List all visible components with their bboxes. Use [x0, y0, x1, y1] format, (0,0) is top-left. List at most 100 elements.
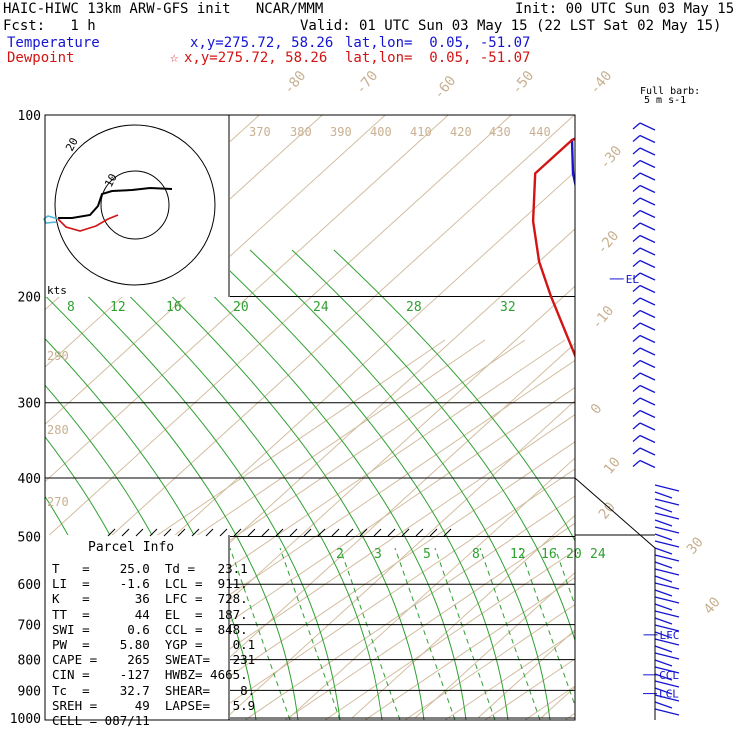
isotherm: [477, 629, 575, 719]
wind-barb: [639, 222, 656, 231]
hatch-tick: [331, 528, 340, 537]
chart-title: HAIC-HIWC 13km ARW-GFS init NCAR/MMM: [3, 1, 324, 17]
wind-barb: [654, 687, 673, 695]
hatch-tick: [345, 528, 354, 537]
wind-barb: [639, 159, 656, 169]
wind-barb-flag: [632, 347, 641, 355]
moist-adiabat: [333, 249, 575, 542]
pressure-tick-label: 600: [18, 578, 41, 593]
wind-barb: [639, 247, 656, 256]
theta-label: 280: [47, 423, 69, 437]
wind-barb: [654, 561, 673, 569]
hatch-tick: [289, 528, 298, 537]
plot-frame: [44, 114, 576, 721]
isotherm-label: 40: [701, 594, 724, 617]
mixing-ratio-label: 3: [374, 547, 382, 562]
wind-barb-flag: [632, 410, 641, 417]
parcel-info-row: K = 36 LFC = 728.: [52, 591, 248, 607]
moist-adiabat-label: 32: [500, 300, 516, 315]
wind-barb-flag: [632, 222, 641, 230]
parcel-info-row: Tc = 32.7 SHEAR= 8.: [52, 682, 256, 698]
temperature-legend: Temperature: [7, 35, 100, 51]
theta-label: 370: [249, 125, 271, 139]
hodograph-ring-label-20: 20: [63, 136, 81, 154]
pressure-tick-label: 800: [18, 654, 41, 669]
moist-adiabat: [45, 254, 341, 720]
temperature-profile: [570, 137, 575, 189]
mixing-ratio-line: [554, 547, 575, 607]
hatch-tick: [191, 528, 200, 537]
isotherm: [225, 400, 575, 719]
wind-barb-flag: [632, 397, 641, 405]
dewpoint-latlon: lat,lon= 0.05, -51.07: [345, 50, 531, 66]
hatch-tick: [177, 528, 186, 537]
wind-barb: [639, 459, 656, 469]
mixing-ratio-label: 24: [590, 547, 606, 562]
isotherm-label: 30: [684, 534, 707, 557]
dewpoint-star-icon: ☆: [170, 50, 179, 66]
hatch-tick: [275, 528, 284, 537]
wind-barb: [654, 568, 680, 576]
wind-barb: [654, 547, 673, 555]
isotherm: [45, 115, 449, 483]
dry-adiabat: [45, 339, 446, 613]
theta-label: 270: [47, 495, 69, 509]
mixing-ratio-line: [339, 547, 401, 720]
sounding-profiles: [531, 137, 575, 359]
mixing-ratio-label: 12: [510, 547, 526, 562]
moist-adiabat-label: 24: [313, 300, 329, 315]
wind-barb-flag: [632, 297, 641, 305]
hatch-tick: [443, 528, 452, 537]
parcel-info-row: PW = 5.80 YGP = 0.1: [52, 637, 256, 652]
hatch-tick: [149, 528, 158, 537]
wind-barb: [654, 519, 673, 527]
wind-barb: [639, 384, 656, 394]
mixing-ratio-label: 16: [541, 547, 557, 562]
moist-adiabat-label: 28: [406, 300, 422, 315]
hatch-tick: [373, 528, 382, 537]
parcel-info-row: CAPE = 265 SWEAT= 231: [52, 652, 256, 668]
parcel-info-row: T = 25.0 Td = 23.1: [52, 561, 248, 576]
wind-barb-flag: [632, 235, 641, 242]
barb-legend-line1: Full barb:: [640, 86, 701, 97]
parcel-info-box: [45, 528, 452, 720]
wind-barb: [654, 484, 680, 492]
isotherm: [730, 115, 740, 718]
hodograph-units: kts: [47, 284, 67, 297]
dry-adiabat: [45, 339, 486, 640]
hatch-tick: [107, 528, 116, 537]
wind-barb-flag: [632, 160, 641, 167]
isotherm-label: 10: [601, 454, 624, 477]
wind-barb: [654, 540, 680, 548]
mixing-ratio-line: [519, 547, 575, 708]
valid-time: Valid: 01 UTC Sun 03 May 15 (22 LST Sat …: [300, 18, 722, 34]
dry-adiabat: [725, 340, 740, 720]
isotherm-label: -50: [509, 68, 538, 98]
dewpoint-xy: x,y=275.72, 58.26: [184, 50, 328, 66]
wind-barb: [654, 652, 680, 660]
wind-barb-flag: [632, 172, 641, 180]
wind-barb-flag: [632, 272, 641, 280]
hodograph-trace-lower: [57, 214, 119, 232]
pressure-tick-label: 1000: [10, 712, 41, 727]
isotherm-label: -80: [281, 68, 310, 98]
wind-barb: [654, 533, 673, 541]
wind-barb: [639, 297, 656, 306]
wind-barb: [639, 147, 656, 156]
wind-barb: [654, 701, 673, 709]
parcel-info-row: TT = 44 EL = 187.: [52, 606, 248, 622]
theta-label: 420: [450, 125, 472, 139]
wind-barb: [654, 505, 673, 513]
wind-barb: [654, 673, 673, 681]
wind-barb-flag: [632, 372, 641, 380]
mixing-ratio-line: [229, 547, 291, 720]
mixing-ratio-label: 2: [336, 547, 344, 562]
wind-barb: [654, 659, 673, 667]
wind-barb: [639, 259, 656, 269]
moist-adiabat: [249, 249, 551, 720]
moist-adiabat: [45, 338, 257, 720]
wind-barb: [654, 645, 673, 653]
wind-barb-flag: [632, 447, 641, 455]
wind-barb: [639, 409, 656, 419]
